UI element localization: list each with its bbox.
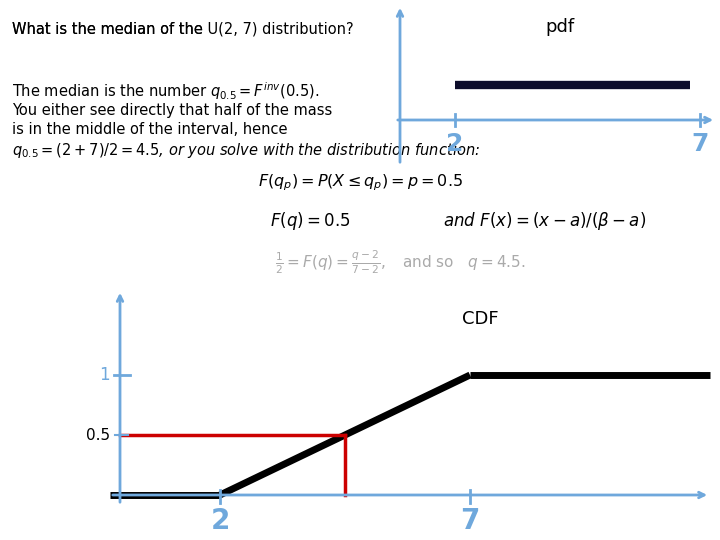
- Text: CDF: CDF: [462, 310, 498, 328]
- Text: 7: 7: [460, 507, 480, 535]
- Text: The median is the number $q_{0.5} = F^{inv}(0.5).$: The median is the number $q_{0.5} = F^{i…: [12, 80, 319, 102]
- Text: 0.5: 0.5: [86, 428, 110, 442]
- Text: $and\ F(x) = (x - a)/(\beta - a)$: $and\ F(x) = (x - a)/(\beta - a)$: [444, 210, 647, 232]
- Text: 7: 7: [691, 132, 708, 156]
- Text: $F(q_p) = P(X \leq q_p) = p = 0.5$: $F(q_p) = P(X \leq q_p) = p = 0.5$: [258, 172, 462, 193]
- Text: 2: 2: [446, 132, 464, 156]
- Text: You either see directly that half of the mass: You either see directly that half of the…: [12, 103, 332, 118]
- Text: $F(q) = 0.5$: $F(q) = 0.5$: [270, 210, 350, 232]
- Text: $\frac{1}{2} = F(q) = \frac{q-2}{7-2},$   and so   $q = 4.5.$: $\frac{1}{2} = F(q) = \frac{q-2}{7-2},$ …: [274, 248, 526, 276]
- Text: is in the middle of the interval, hence: is in the middle of the interval, hence: [12, 122, 287, 137]
- Text: 1: 1: [99, 366, 110, 384]
- Text: 2: 2: [210, 507, 230, 535]
- Text: What is the median of the: What is the median of the: [12, 22, 207, 37]
- Text: What is the median of the U(2, 7) distribution?: What is the median of the U(2, 7) distri…: [12, 22, 354, 37]
- Text: pdf: pdf: [546, 18, 575, 36]
- Text: $q_{0.5} = (2+7)/2 = 4.5$, or you solve with the distribution function:: $q_{0.5} = (2+7)/2 = 4.5$, or you solve …: [12, 141, 480, 160]
